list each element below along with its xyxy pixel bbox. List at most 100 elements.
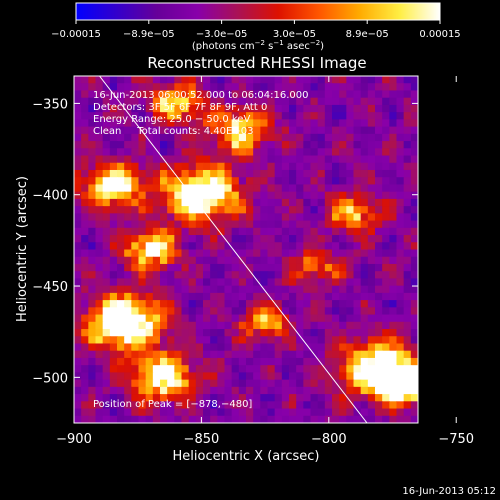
heatmap-cell	[217, 263, 226, 272]
heatmap-cell	[317, 300, 326, 308]
heatmap-cell	[339, 83, 347, 92]
heatmap-cell	[231, 394, 240, 402]
heatmap-cell	[382, 314, 390, 323]
heatmap-cell	[339, 343, 347, 352]
heatmap-cell	[195, 206, 204, 214]
heatmap-cell	[102, 112, 111, 120]
heatmap-cell	[253, 379, 261, 388]
heatmap-cell	[145, 162, 154, 171]
heatmap-cell	[174, 206, 183, 214]
heatmap-cell	[382, 141, 390, 149]
heatmap-cell	[396, 206, 405, 214]
heatmap-cell	[253, 372, 261, 381]
heatmap-cell	[410, 169, 418, 178]
heatmap-cell	[253, 162, 261, 171]
heatmap-cell	[88, 126, 97, 135]
heatmap-cell	[324, 350, 333, 359]
colorbar: −0.00015 −8.9e−05 −3.0e−05 3.0e−05 8.9e−…	[51, 2, 461, 52]
heatmap-cell	[289, 76, 297, 84]
heatmap-cell	[274, 148, 283, 157]
heatmap-cell	[102, 256, 111, 265]
heatmap-cell	[174, 213, 183, 222]
heatmap-cell	[160, 379, 168, 388]
heatmap-cell	[74, 97, 82, 106]
heatmap-cell	[81, 104, 89, 113]
heatmap-cell	[396, 97, 405, 106]
heatmap-cell	[267, 379, 276, 388]
heatmap-cell	[375, 329, 383, 337]
heatmap-cell	[389, 242, 398, 251]
heatmap-cell	[203, 206, 211, 214]
heatmap-cell	[181, 408, 190, 417]
heatmap-cell	[238, 133, 247, 142]
heatmap-cell	[274, 292, 283, 301]
heatmap-cell	[238, 126, 247, 135]
heatmap-cell	[231, 97, 240, 106]
heatmap-cell	[267, 307, 276, 316]
heatmap-cell	[339, 191, 347, 200]
heatmap-cell	[289, 133, 297, 142]
heatmap-cell	[281, 148, 290, 157]
heatmap-cell	[124, 343, 132, 352]
heatmap-cell	[217, 386, 226, 395]
heatmap-cell	[102, 350, 111, 359]
heatmap-cell	[346, 220, 355, 229]
heatmap-cell	[360, 285, 369, 294]
heatmap-cell	[138, 401, 147, 410]
heatmap-cell	[210, 278, 218, 287]
heatmap-cell	[253, 155, 261, 164]
heatmap-cell	[382, 401, 390, 410]
heatmap-cell	[382, 350, 390, 359]
heatmap-cell	[339, 169, 347, 178]
heatmap-cell	[339, 133, 347, 142]
heatmap-cell	[74, 401, 82, 410]
heatmap-cell	[246, 119, 254, 128]
heatmap-cell	[403, 401, 412, 410]
heatmap-cell	[160, 242, 168, 251]
heatmap-cell	[88, 249, 97, 258]
heatmap-cell	[403, 415, 412, 423]
heatmap-cell	[131, 292, 140, 301]
heatmap-cell	[403, 104, 412, 113]
heatmap-cell	[174, 148, 183, 157]
heatmap-cell	[382, 119, 390, 128]
heatmap-cell	[210, 104, 218, 113]
heatmap-cell	[367, 162, 376, 171]
heatmap-cell	[332, 256, 340, 265]
heatmap-cell	[210, 227, 218, 236]
heatmap-cell	[410, 155, 418, 164]
heatmap-cell	[403, 112, 412, 120]
heatmap-cell	[160, 357, 168, 366]
heatmap-cell	[145, 213, 154, 222]
heatmap-cell	[95, 350, 104, 359]
heatmap-cell	[138, 206, 147, 214]
heatmap-cell	[181, 206, 190, 214]
heatmap-cell	[310, 227, 319, 236]
heatmap-cell	[396, 263, 405, 272]
heatmap-cell	[324, 321, 333, 330]
heatmap-cell	[152, 343, 161, 352]
heatmap-cell	[203, 220, 211, 229]
heatmap-cell	[131, 169, 140, 178]
heatmap-cell	[203, 141, 211, 149]
heatmap-cell	[303, 191, 312, 200]
heatmap-cell	[138, 242, 147, 251]
heatmap-cell	[117, 198, 125, 207]
heatmap-cell	[95, 76, 104, 84]
heatmap-cell	[353, 379, 362, 388]
heatmap-cell	[303, 126, 312, 135]
heatmap-cell	[389, 256, 398, 265]
heatmap-cell	[238, 256, 247, 265]
heatmap-cell	[131, 220, 140, 229]
heatmap-cell	[339, 271, 347, 280]
heatmap-cell	[324, 394, 333, 402]
heatmap-cell	[253, 177, 261, 186]
heatmap-cell	[138, 155, 147, 164]
heatmap-cell	[246, 76, 254, 84]
heatmap-cell	[332, 372, 340, 381]
heatmap-cell	[74, 133, 82, 142]
heatmap-cell	[117, 278, 125, 287]
heatmap-cell	[289, 292, 297, 301]
heatmap-cell	[195, 350, 204, 359]
heatmap-cell	[152, 278, 161, 287]
